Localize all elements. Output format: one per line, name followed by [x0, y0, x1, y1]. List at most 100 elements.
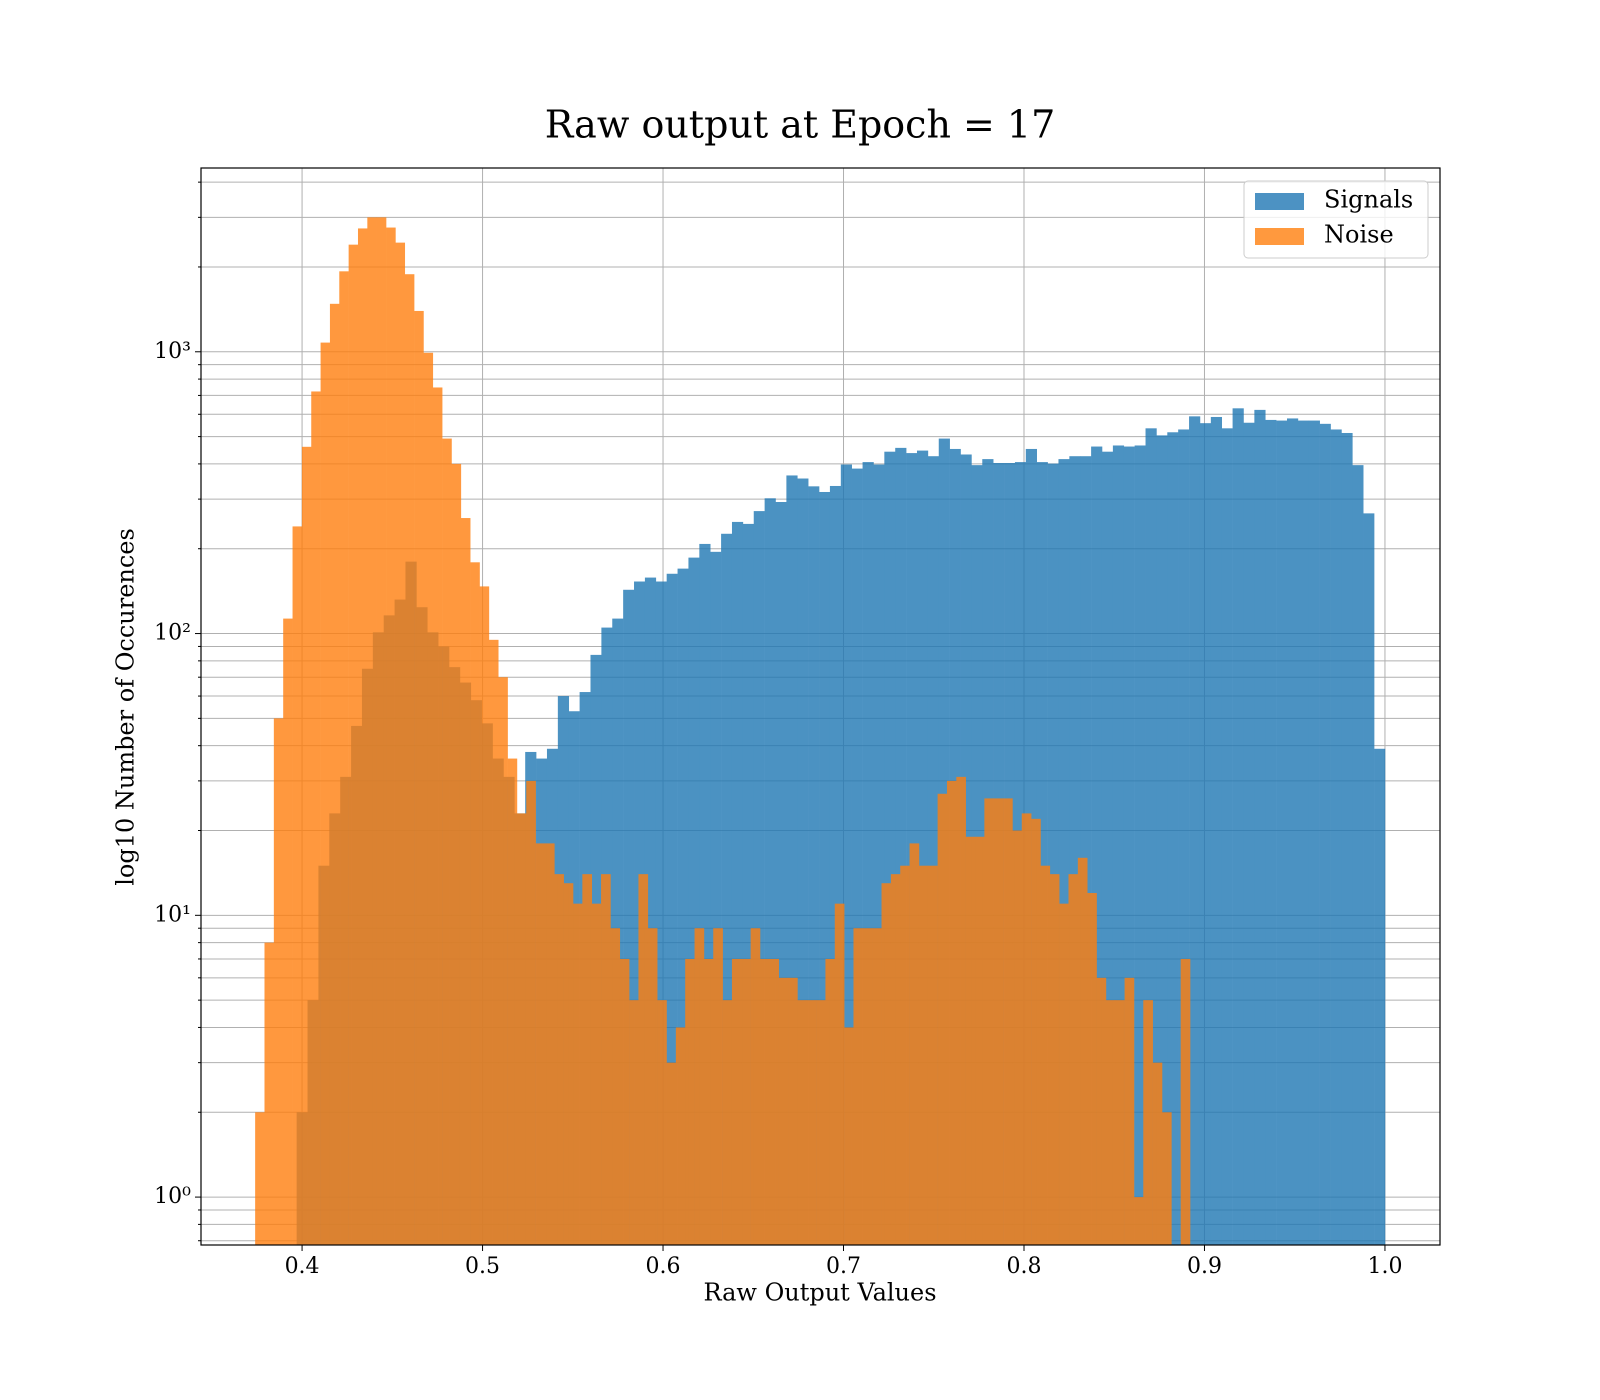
bar: [507, 758, 518, 1245]
bar: [731, 521, 744, 1245]
bar: [1077, 857, 1088, 1245]
plot-frame: [200, 167, 1441, 1246]
bar: [647, 928, 658, 1245]
bar: [1156, 435, 1168, 1245]
bar: [890, 874, 901, 1245]
legend-swatch: [1255, 228, 1304, 245]
bar: [881, 883, 892, 1245]
bar: [610, 928, 621, 1245]
bar: [844, 1027, 854, 1245]
bar: [554, 874, 564, 1245]
bar: [367, 217, 377, 1245]
bar: [759, 958, 770, 1245]
bar: [1134, 445, 1146, 1246]
bar: [1199, 423, 1212, 1245]
bar: [432, 387, 443, 1246]
x-axis-label: Raw Output Values: [703, 1279, 936, 1307]
bar: [1330, 429, 1342, 1246]
bar: [710, 551, 722, 1245]
bar: [1167, 432, 1179, 1246]
bar: [778, 977, 789, 1245]
bar: [797, 1000, 808, 1245]
bar: [1049, 874, 1060, 1245]
bar: [544, 843, 555, 1245]
bar: [657, 1000, 667, 1245]
y-tick-label: 10⁰: [154, 1184, 191, 1209]
bar: [816, 1000, 826, 1245]
bar: [928, 865, 938, 1245]
bar: [255, 1112, 265, 1245]
bar: [1374, 748, 1386, 1245]
bar: [395, 242, 406, 1245]
bar: [516, 813, 527, 1245]
bar: [479, 586, 490, 1245]
bar: [829, 485, 842, 1246]
bar: [414, 310, 424, 1245]
bar: [909, 843, 920, 1245]
bar: [423, 352, 434, 1245]
bar: [1091, 446, 1103, 1245]
bar: [1341, 432, 1353, 1245]
bar: [688, 557, 700, 1245]
y-tick-label: 10³: [154, 339, 191, 364]
bar: [1101, 451, 1114, 1246]
bar: [655, 581, 667, 1245]
bar: [731, 958, 742, 1245]
bar: [1189, 416, 1201, 1245]
bar: [1180, 958, 1191, 1245]
x-tick-label: 0.4: [285, 1254, 320, 1279]
bar: [273, 718, 284, 1245]
bar: [386, 227, 396, 1246]
bar: [797, 478, 809, 1245]
bar: [685, 958, 695, 1245]
bar: [775, 502, 787, 1246]
bar: [722, 1000, 733, 1245]
legend-label: Noise: [1324, 221, 1394, 249]
bar: [470, 562, 480, 1245]
y-tick-label: 10²: [154, 621, 191, 646]
y-axis-label: log10 Number of Occurences: [112, 528, 140, 886]
bar: [1210, 416, 1223, 1245]
bar: [526, 780, 536, 1245]
bar: [927, 456, 940, 1245]
bar: [677, 568, 689, 1245]
bar: [764, 498, 776, 1245]
bar: [311, 391, 321, 1245]
bar: [1021, 813, 1032, 1245]
bar: [862, 928, 873, 1245]
bar: [1319, 423, 1331, 1245]
bar: [292, 526, 303, 1245]
bar: [808, 486, 820, 1246]
bar: [984, 798, 995, 1245]
bar: [1161, 1112, 1172, 1245]
bar: [498, 677, 508, 1245]
bar: [1031, 818, 1041, 1245]
bar: [895, 447, 907, 1245]
bar: [1133, 1197, 1144, 1245]
chart-title: Raw output at Epoch = 17: [545, 103, 1056, 147]
bar: [1096, 977, 1107, 1245]
bar: [1287, 418, 1299, 1245]
bar: [1115, 1000, 1125, 1245]
bar: [873, 464, 885, 1245]
bar: [965, 836, 976, 1245]
bar: [975, 836, 985, 1245]
bar: [825, 958, 836, 1245]
bar: [619, 958, 630, 1245]
bar: [1363, 513, 1375, 1245]
bar: [862, 462, 874, 1245]
bar: [563, 883, 574, 1245]
bar: [644, 577, 657, 1245]
bar: [675, 1027, 686, 1245]
x-tick-label: 0.7: [826, 1254, 861, 1279]
bar: [601, 874, 611, 1245]
bar: [853, 928, 864, 1245]
bar: [788, 977, 798, 1245]
bar: [666, 1062, 677, 1245]
bar: [1059, 903, 1069, 1245]
bar: [834, 903, 845, 1245]
bar: [460, 518, 471, 1245]
bar: [1265, 419, 1277, 1245]
bar: [806, 1000, 817, 1245]
